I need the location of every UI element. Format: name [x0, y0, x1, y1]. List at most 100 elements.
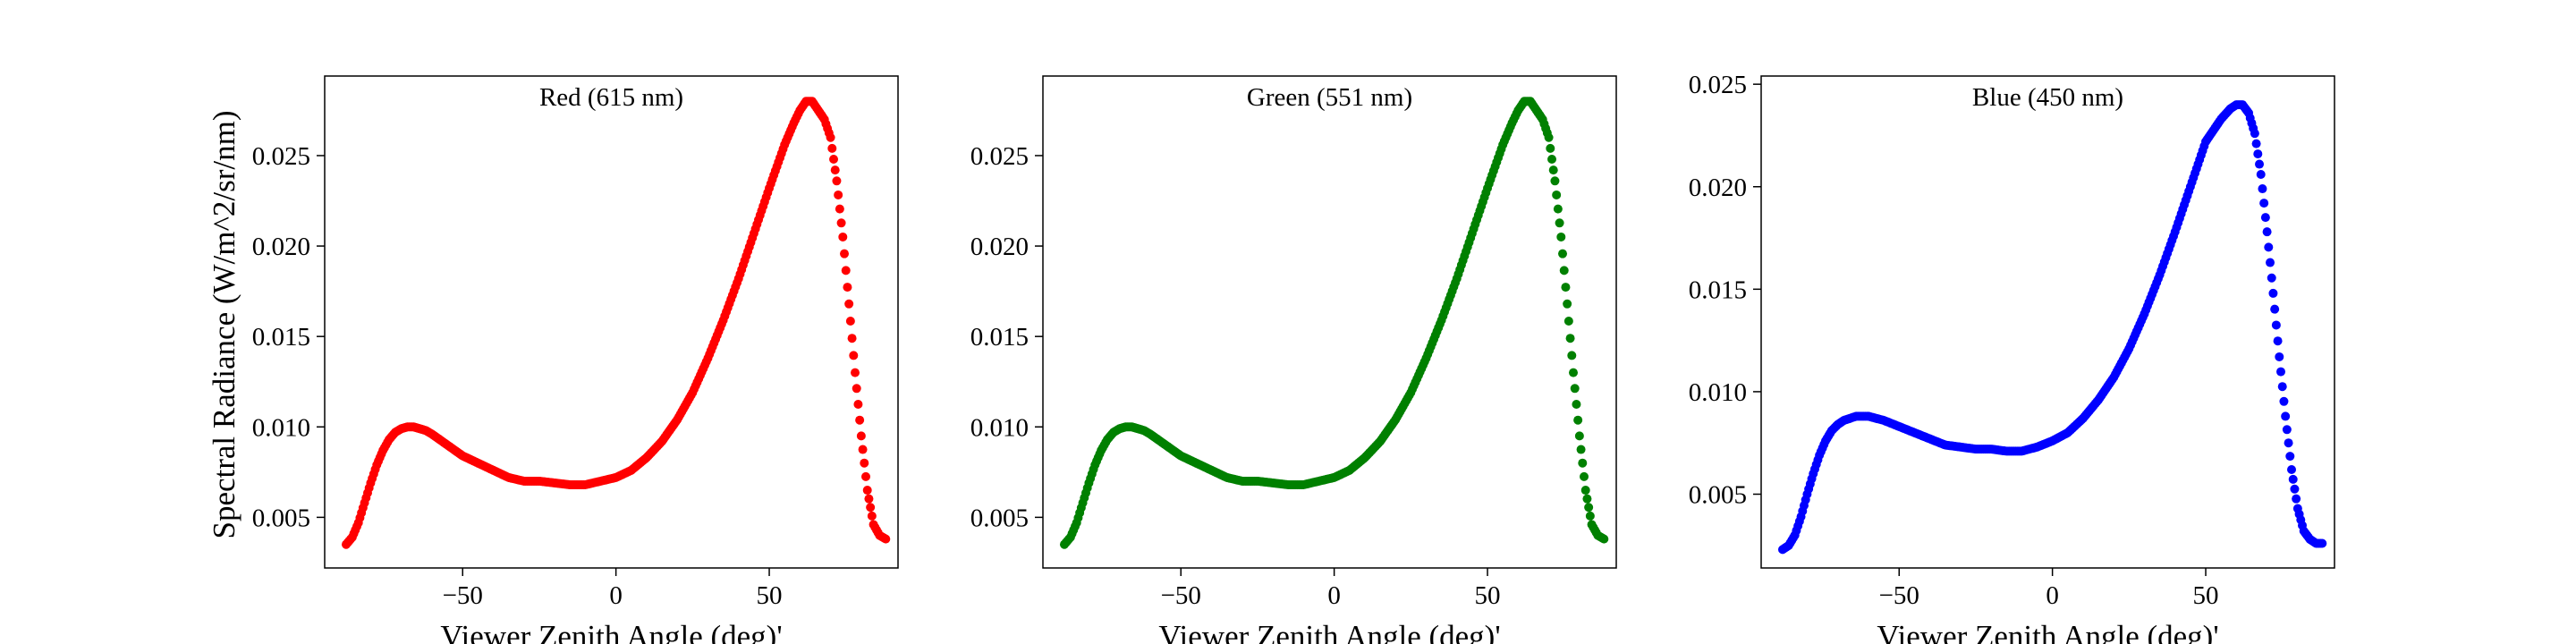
data-point [862, 486, 872, 496]
data-point [1563, 316, 1573, 326]
y-tick-label: 0.010 [970, 413, 1029, 442]
data-point [834, 190, 843, 199]
data-point [2262, 227, 2272, 237]
data-point [1599, 534, 1609, 544]
data-point [1561, 283, 1571, 292]
x-tick-label: 0 [1327, 581, 1341, 610]
data-point [2292, 494, 2301, 504]
data-point [2282, 425, 2292, 435]
data-point [1559, 266, 1569, 275]
data-point [1582, 494, 1592, 504]
y-tick-label: 0.015 [252, 323, 310, 352]
panel-title-blue: Blue (450 nm) [1972, 83, 2123, 112]
data-point [840, 249, 850, 258]
data-point [845, 316, 855, 326]
data-point [2266, 258, 2275, 267]
y-tick-label: 0.020 [1689, 174, 1747, 202]
data-point [2318, 538, 2327, 548]
data-point [843, 283, 852, 292]
data-point [2255, 159, 2265, 169]
x-tick-label: −50 [443, 581, 483, 610]
data-point [855, 415, 865, 425]
y-tick-label: 0.010 [252, 413, 310, 442]
x-tick-label: 0 [2046, 581, 2059, 610]
y-tick-label: 0.025 [1689, 71, 1747, 99]
y-tick-label: 0.005 [970, 504, 1029, 532]
data-point [1555, 218, 1564, 228]
data-point [861, 471, 871, 481]
y-tick-label: 0.020 [252, 233, 310, 261]
data-point [2273, 336, 2283, 346]
x-tick-label: 50 [757, 581, 783, 610]
data-point [827, 143, 837, 153]
data-point [2259, 199, 2269, 208]
data-point [2264, 242, 2274, 252]
data-point [2270, 304, 2280, 314]
data-point [1572, 400, 1581, 409]
data-point [847, 334, 857, 343]
data-point [866, 503, 876, 513]
data-point [1550, 176, 1560, 186]
data-point [2271, 320, 2281, 330]
data-point [860, 458, 869, 468]
x-axis-title: Viewer Zenith Angle (deg)' [1877, 619, 2218, 644]
data-point [2250, 129, 2259, 139]
plot-frame [1042, 75, 1617, 569]
panel-title-red: Red (615 nm) [539, 83, 683, 112]
data-point [2277, 382, 2287, 392]
y-tick-label: 0.005 [1689, 481, 1747, 510]
data-point [1576, 445, 1586, 454]
x-tick-label: 0 [609, 581, 623, 610]
data-point [1578, 458, 1588, 468]
data-point [830, 165, 840, 175]
data-point [1544, 132, 1554, 142]
data-point [826, 132, 835, 142]
x-tick-label: 50 [2193, 581, 2219, 610]
data-point [829, 155, 839, 165]
chart-panel-red: −50 0 50 0.005 0.010 0.015 0.020 0.025 Red (615 … [252, 75, 899, 644]
data-point [1548, 165, 1558, 175]
data-series-red [341, 97, 891, 549]
data-point [2287, 465, 2297, 474]
data-point [852, 384, 861, 394]
y-tick-label: 0.010 [1689, 378, 1747, 407]
x-axis-title: Viewer Zenith Angle (deg)' [1158, 619, 1500, 644]
data-point [1580, 471, 1589, 481]
plot-frame [1760, 75, 2335, 569]
data-point [2284, 438, 2293, 448]
data-point [841, 266, 851, 275]
data-series-blue [1777, 100, 2327, 555]
y-tick-label: 0.015 [970, 323, 1029, 352]
data-point [1552, 190, 1562, 199]
data-point [2276, 367, 2286, 377]
data-point [1570, 384, 1580, 394]
y-tick-label: 0.015 [1689, 275, 1747, 304]
x-axis-title: Viewer Zenith Angle (deg)' [440, 619, 782, 644]
data-point [1580, 486, 1590, 496]
data-point [2288, 474, 2298, 484]
data-point [851, 368, 860, 377]
data-point [1573, 415, 1583, 425]
data-point [867, 511, 877, 521]
x-tick-label: −50 [1879, 581, 1919, 610]
data-point [1563, 299, 1572, 309]
data-point [858, 445, 868, 454]
data-point [1584, 503, 1594, 513]
data-point [2256, 170, 2266, 179]
data-point [1553, 204, 1563, 214]
panel-title-green: Green (551 nm) [1247, 83, 1412, 112]
data-point [2258, 184, 2267, 194]
data-point [864, 494, 874, 504]
data-point [2267, 273, 2276, 283]
data-point [1546, 143, 1555, 153]
y-tick-label: 0.005 [252, 504, 310, 532]
y-tick-label: 0.025 [252, 142, 310, 171]
y-tick-label: 0.020 [970, 233, 1029, 261]
data-point [844, 299, 854, 309]
data-point [1556, 232, 1566, 242]
data-point [856, 431, 866, 441]
data-point [2253, 149, 2263, 159]
data-series-green [1059, 97, 1609, 549]
data-point [1558, 249, 1568, 258]
